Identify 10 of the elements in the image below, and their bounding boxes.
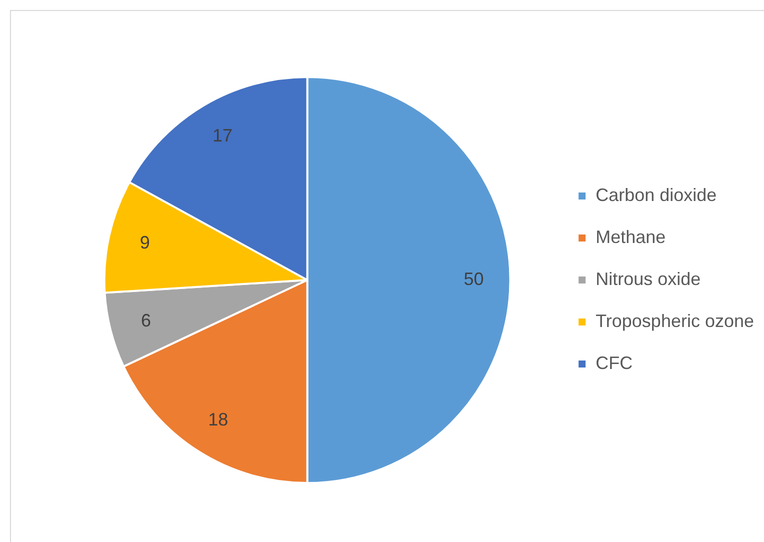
legend-label: Methane [596, 226, 666, 247]
data-label: 9 [140, 232, 150, 253]
legend-label: CFC [596, 352, 633, 373]
legend-label: Tropospheric ozone [596, 310, 754, 331]
data-label: 17 [212, 126, 233, 146]
legend-label: Nitrous oxide [596, 268, 701, 289]
data-label: 18 [208, 410, 228, 430]
data-label: 50 [464, 268, 484, 289]
data-label: 6 [141, 310, 152, 330]
legend-label: Carbon dioxide [596, 184, 717, 205]
